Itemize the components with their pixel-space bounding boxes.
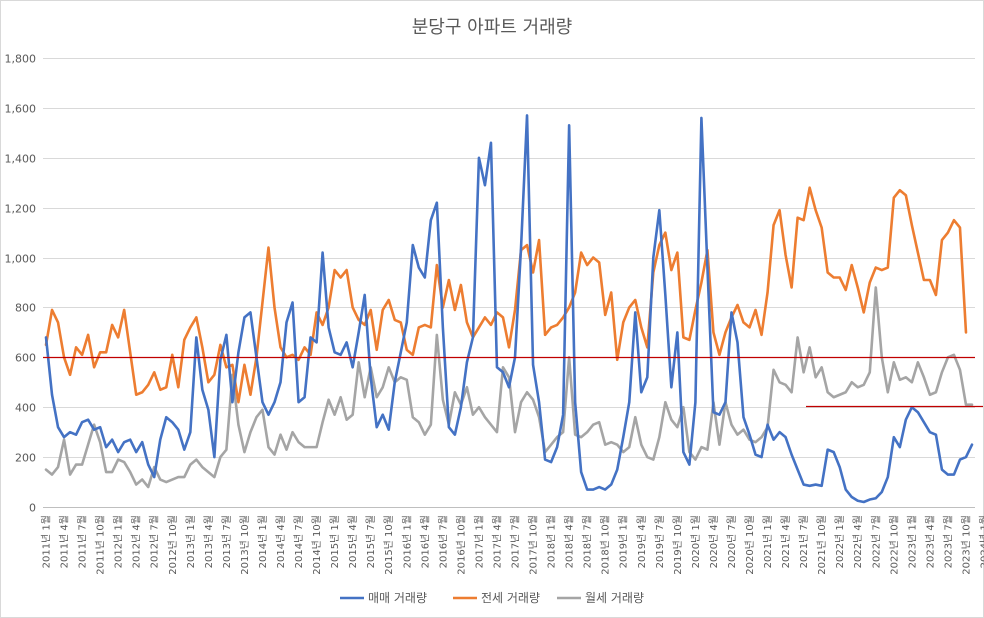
x-tick-label: 2017년 1월 [473,515,485,568]
x-tick-label: 2019년 1월 [618,515,630,568]
x-tick-label: 2017년 10월 [528,515,540,575]
legend: 매매 거래량 전세 거래량 월세 거래량 [340,591,644,605]
x-tick-label: 2012년 1월 [113,515,125,568]
x-tick-label: 2018년 10월 [600,515,612,575]
y-tick-label: 1,400 [5,153,37,166]
x-tick-label: 2015년 10월 [383,515,395,575]
x-tick-label: 2017년 7월 [510,515,522,568]
legend-label: 매매 거래량 [368,591,427,605]
legend-label: 전세 거래량 [481,591,540,605]
x-tick-label: 2023년 1월 [906,515,918,568]
y-tick-label: 1,600 [5,103,37,116]
x-tick-label: 2023년 7월 [942,515,954,568]
x-tick-label: 2019년 10월 [672,515,684,575]
x-tick-label: 2013년 1월 [185,515,197,568]
x-tick-label: 2012년 4월 [131,515,143,568]
x-tick-label: 2014년 10월 [311,515,323,575]
x-axis-ticks: 2011년 1월 2011년 4월 2011년 7월 2011년 10월 2012년 1… [41,515,984,575]
x-tick-label: 2015년 1월 [329,515,341,568]
x-tick-label: 2016년 7월 [437,515,449,568]
legend-item-monthly-rent: 월세 거래량 [557,591,644,605]
x-tick-label: 2015년 4월 [347,515,359,568]
y-tick-label: 0 [29,502,36,515]
legend-label: 월세 거래량 [585,591,644,605]
x-tick-label: 2016년 1월 [401,515,413,568]
gridlines [43,58,975,508]
y-axis-ticks: 0 200 400 600 800 1,000 1,200 1,400 1,600 1,800 [5,53,37,515]
x-tick-label: 2020년 1월 [690,515,702,568]
x-tick-label: 2019년 7월 [654,515,666,568]
x-tick-label: 2022년 1월 [834,515,846,568]
x-tick-label: 2023년 4월 [924,515,936,568]
x-tick-label: 2023년 10월 [960,515,972,575]
x-tick-label: 2013년 7월 [221,515,233,568]
x-tick-label: 2012년 10월 [167,515,179,575]
monthly-rent-volume-line [44,286,974,489]
x-tick-label: 2012년 7월 [149,515,161,568]
x-tick-label: 2014년 4월 [275,515,287,568]
x-tick-label: 2013년 4월 [203,515,215,568]
x-tick-label: 2021년 10월 [816,515,828,575]
y-tick-label: 600 [15,352,36,365]
x-tick-label: 2022년 4월 [852,515,864,568]
x-tick-label: 2019년 4월 [636,515,648,568]
x-tick-label: 2021년 4월 [780,515,792,568]
x-tick-label: 2018년 4월 [564,515,576,568]
x-tick-label: 2016년 4월 [419,515,431,568]
x-tick-label: 2016년 10월 [455,515,467,575]
legend-item-sale: 매매 거래량 [340,591,427,605]
x-tick-label: 2022년 10월 [888,515,900,575]
x-tick-label: 2020년 10월 [744,515,756,575]
x-tick-label: 2017년 4월 [491,515,503,568]
x-tick-label: 2018년 7월 [582,515,594,568]
chart-title: 분당구 아파트 거래량 [412,17,572,38]
y-tick-label: 400 [15,402,36,415]
y-tick-label: 200 [15,452,36,465]
y-tick-label: 1,800 [5,53,37,66]
x-tick-label: 2011년 4월 [59,515,71,568]
x-tick-label: 2015년 7월 [365,515,377,568]
x-tick-label: 2013년 10월 [239,515,251,575]
jeonse-volume-line [44,186,968,404]
x-tick-label: 2011년 7월 [77,515,89,568]
x-tick-label: 2018년 1월 [546,515,558,568]
x-tick-label: 2020년 7월 [726,515,738,568]
legend-item-jeonse: 전세 거래량 [453,591,540,605]
x-tick-label: 2021년 1월 [762,515,774,568]
x-tick-label: 2024년 1월 [979,515,984,568]
y-tick-label: 800 [15,302,36,315]
annotations [43,356,983,408]
x-tick-label: 2022년 7월 [870,515,882,568]
sale-volume-line [44,114,974,504]
x-tick-label: 2014년 7월 [293,515,305,568]
x-tick-label: 2020년 4월 [708,515,720,568]
y-tick-label: 1,000 [5,253,37,266]
x-tick-label: 2011년 1월 [41,515,53,568]
y-tick-label: 1,200 [5,203,37,216]
x-tick-label: 2011년 10월 [95,515,107,575]
x-tick-label: 2021년 7월 [798,515,810,568]
series-lines [44,114,974,504]
x-tick-label: 2014년 1월 [257,515,269,568]
